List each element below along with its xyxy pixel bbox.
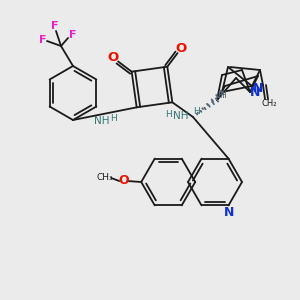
Text: H: H [165, 110, 172, 119]
Text: O: O [118, 173, 128, 187]
Text: H: H [219, 92, 225, 100]
Text: H: H [193, 106, 200, 116]
Text: CH₂: CH₂ [261, 100, 277, 109]
Text: F: F [51, 21, 59, 31]
Text: O: O [108, 51, 119, 64]
Text: O: O [176, 42, 187, 55]
Text: NH: NH [94, 116, 110, 126]
Text: N: N [224, 206, 235, 219]
Text: NH: NH [173, 111, 188, 121]
Text: N: N [250, 86, 260, 100]
Text: F: F [69, 30, 77, 40]
Text: H: H [218, 91, 224, 100]
Text: CH₃: CH₃ [97, 172, 113, 182]
Text: F: F [39, 35, 47, 45]
Text: H: H [110, 114, 117, 123]
Text: N: N [253, 82, 263, 94]
